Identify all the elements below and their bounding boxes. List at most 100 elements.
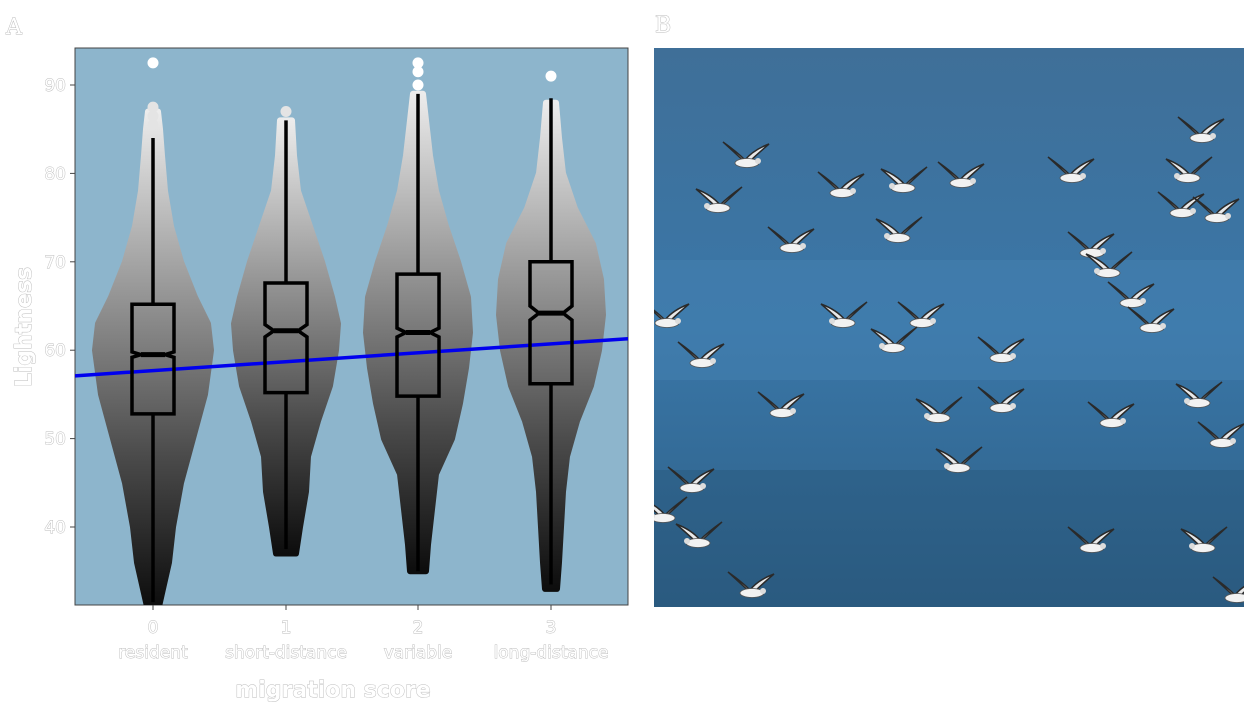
bird <box>1157 191 1205 218</box>
y-axis: 40 50 60 70 80 90 <box>44 76 75 538</box>
y-tick-label: 90 <box>44 76 66 96</box>
x-tick-category: variable <box>384 643 453 663</box>
outlier-point <box>147 101 159 113</box>
bird <box>935 446 983 473</box>
bird <box>677 341 725 368</box>
outlier-point <box>147 110 159 122</box>
bird-head <box>675 318 681 324</box>
y-tick-label: 50 <box>44 430 66 450</box>
bird <box>722 141 770 168</box>
bird-head <box>755 158 761 164</box>
outlier-point <box>545 70 557 82</box>
bird-body <box>654 513 676 523</box>
bird-head <box>1225 213 1231 219</box>
bird-head <box>1190 208 1196 214</box>
bird <box>875 216 923 243</box>
bird-body <box>1224 593 1244 603</box>
bird <box>1085 251 1133 278</box>
bird <box>1067 526 1115 553</box>
bird <box>1177 116 1225 143</box>
y-tick-label: 80 <box>44 164 66 184</box>
box-1 <box>263 281 309 395</box>
box-3 <box>528 260 574 386</box>
bird <box>897 301 945 328</box>
bird <box>1165 156 1213 183</box>
violin-3 <box>496 99 606 592</box>
bird-head <box>879 343 885 349</box>
bird <box>1212 576 1251 603</box>
bird <box>1180 526 1228 553</box>
x-tick-category: resident <box>118 643 188 663</box>
bird-head <box>790 408 796 414</box>
outlier-point <box>412 79 424 91</box>
bird <box>1197 421 1244 448</box>
bird-head <box>760 588 766 594</box>
bird-head <box>1100 543 1106 549</box>
bird-head <box>710 358 716 364</box>
violin-0 <box>92 108 214 605</box>
outlier-point <box>147 119 159 131</box>
outlier-point <box>147 57 159 69</box>
violin-1 <box>231 117 341 557</box>
bird-head <box>884 233 890 239</box>
bird-head <box>1140 298 1146 304</box>
bird-head <box>704 203 710 209</box>
bird <box>1127 306 1175 333</box>
bird-head <box>924 413 930 419</box>
bird <box>820 301 868 328</box>
bird <box>1087 401 1135 428</box>
bird-head <box>1230 438 1236 444</box>
bird-wing <box>1212 576 1244 601</box>
bird-head <box>700 483 706 489</box>
trend-line-group <box>75 336 628 378</box>
outlier-point <box>280 106 292 118</box>
bird-head <box>1210 133 1216 139</box>
bird <box>977 386 1025 413</box>
bird-head <box>970 178 976 184</box>
panel-label-b: B <box>655 13 671 38</box>
bird <box>1192 196 1240 223</box>
bird <box>757 391 805 418</box>
bird-head <box>1245 593 1251 599</box>
bird-head <box>1184 398 1190 404</box>
x-tick-score: 0 <box>148 618 159 638</box>
y-axis-title: Lightness <box>12 267 37 387</box>
bird-head <box>654 513 655 519</box>
bird-head <box>1174 173 1180 179</box>
x-tick-score: 1 <box>281 618 292 638</box>
bird-head <box>1189 543 1195 549</box>
x-tick-score: 3 <box>546 618 557 638</box>
bird <box>915 396 963 423</box>
bird-head <box>1010 403 1016 409</box>
x-tick-category: long-distance <box>494 643 609 663</box>
y-tick-label: 70 <box>44 253 66 273</box>
bird <box>654 496 688 523</box>
bird <box>870 326 918 353</box>
bird <box>817 171 865 198</box>
y-tick-label: 40 <box>44 518 66 538</box>
x-axis: 0 resident 1 short-distance 2 variable 3 long-d… <box>118 605 609 663</box>
bird-head <box>1120 418 1126 424</box>
bird-head <box>1010 353 1016 359</box>
bird-head <box>1080 173 1086 179</box>
bird <box>767 226 815 253</box>
bird <box>1175 381 1223 408</box>
bird-head <box>684 538 690 544</box>
bird-head <box>930 318 936 324</box>
bird <box>1067 231 1115 258</box>
bird <box>675 521 723 548</box>
bird-head <box>1094 268 1100 274</box>
x-axis-title: migration score <box>235 678 430 703</box>
panel-label-a: A <box>5 15 23 40</box>
x-tick-score: 2 <box>413 618 424 638</box>
outlier-point <box>412 57 424 69</box>
box-2 <box>395 272 441 398</box>
bird-head <box>944 463 950 469</box>
trend-line <box>75 336 628 378</box>
bird-head <box>829 318 835 324</box>
bird <box>727 571 775 598</box>
box-0 <box>130 302 176 416</box>
bird-head <box>1100 248 1106 254</box>
bird <box>695 186 743 213</box>
